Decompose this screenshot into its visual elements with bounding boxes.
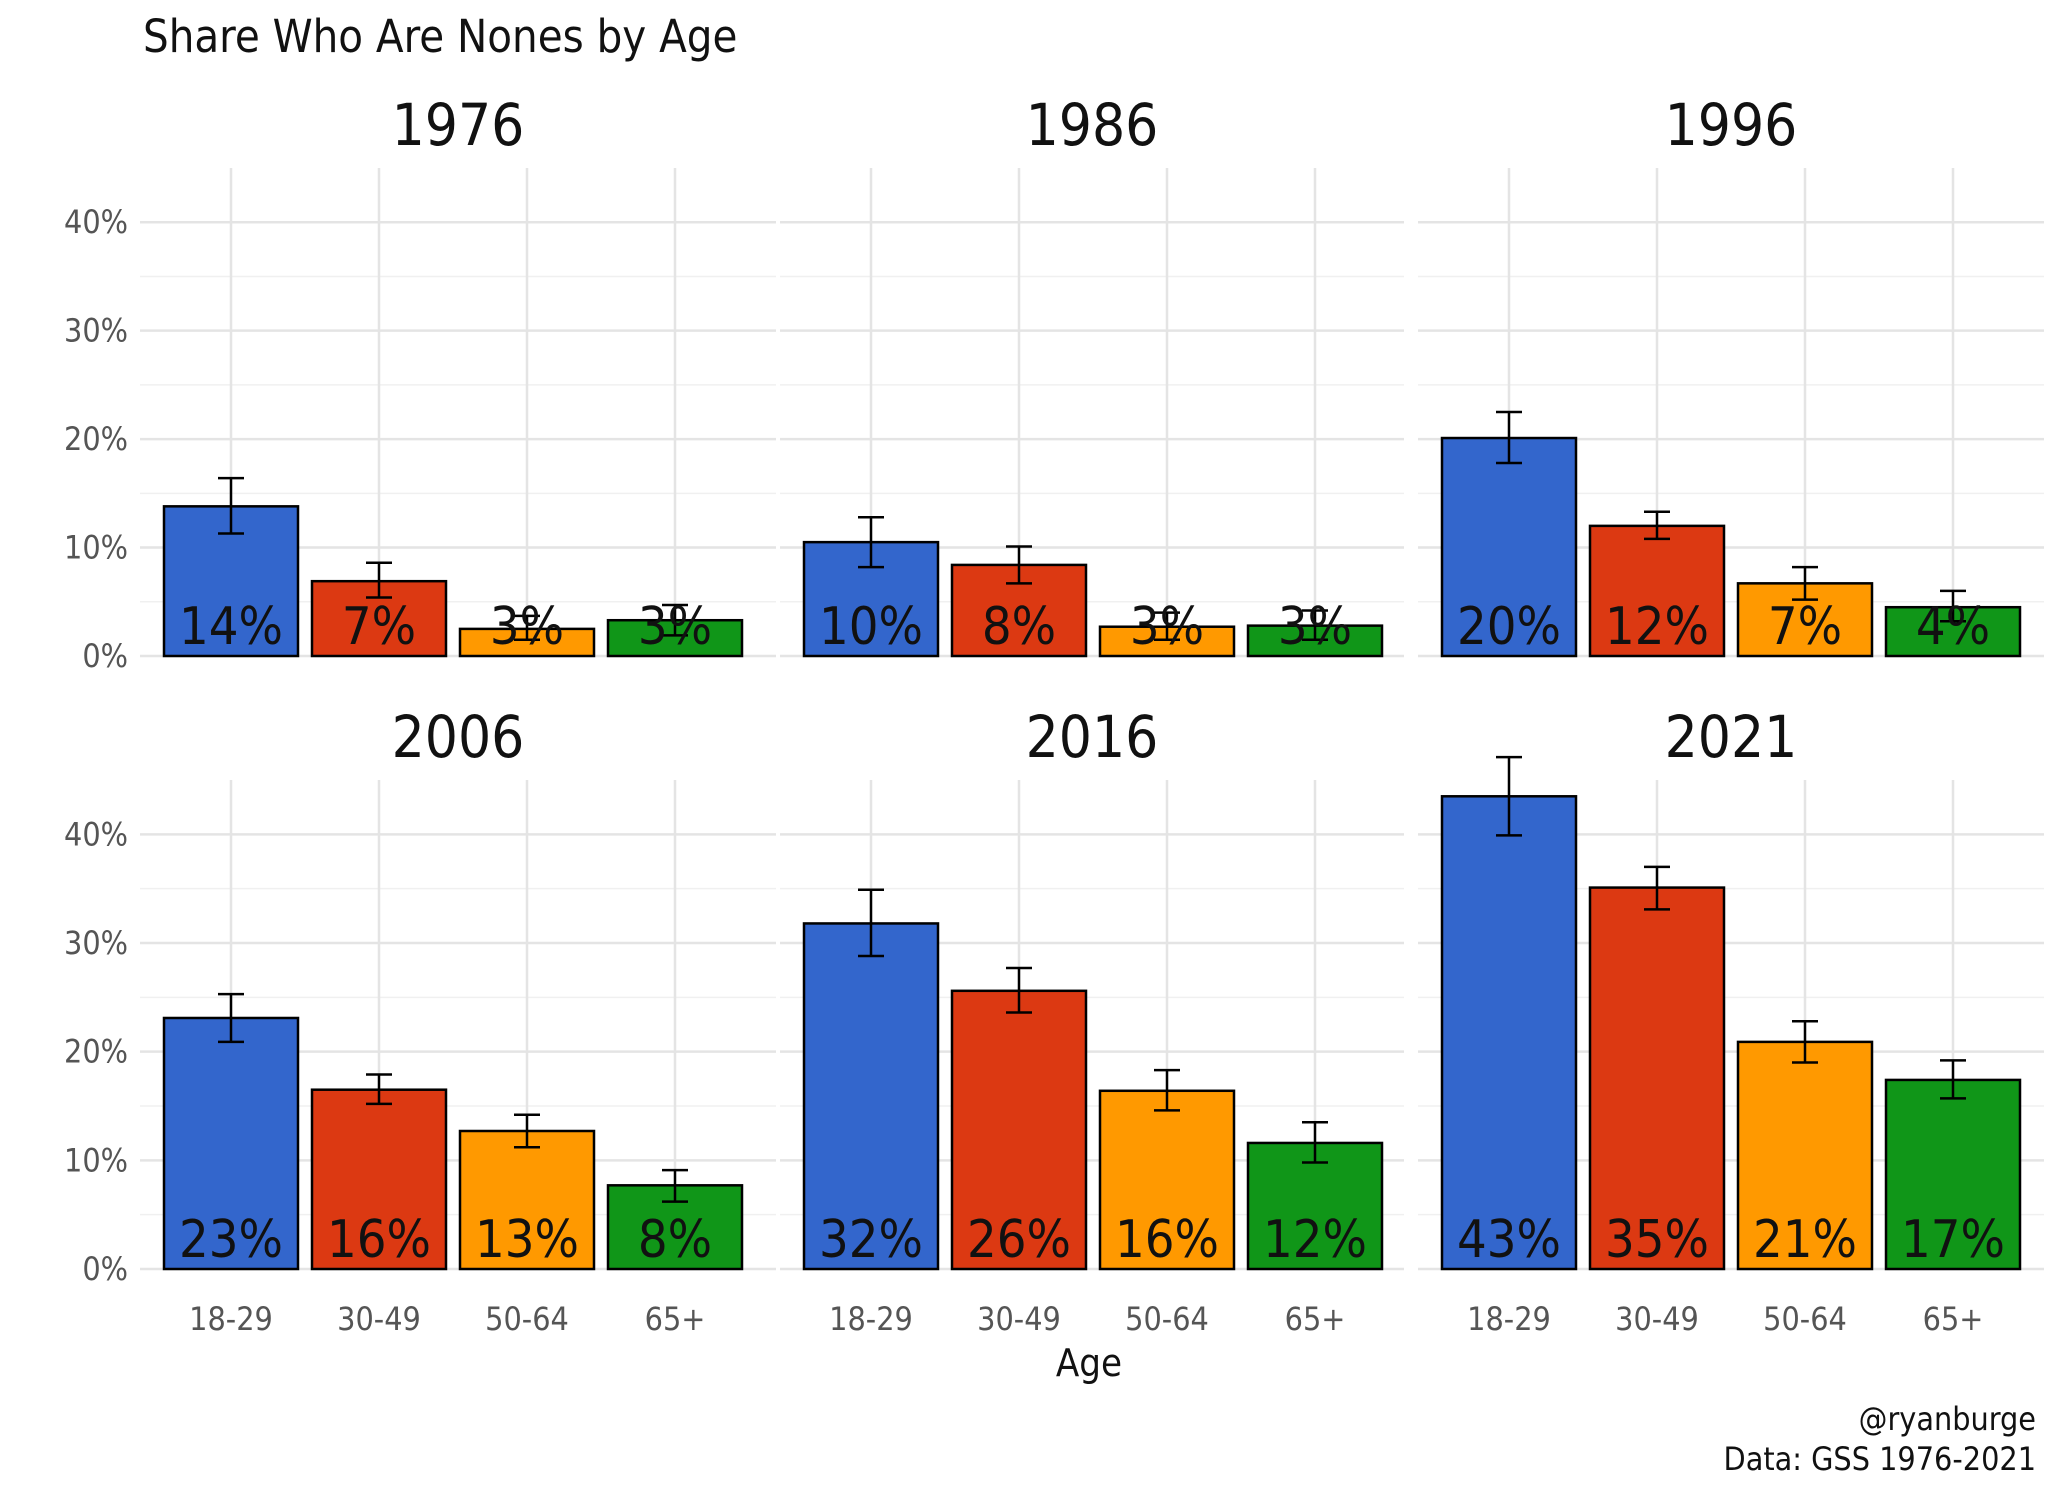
- bar-18-29: [802, 922, 940, 1271]
- panel-1996: 1996 20% 12% 7% 4%: [1418, 91, 2044, 658]
- panel-title: 1986: [1026, 91, 1159, 159]
- panel-title: 1996: [1665, 91, 1798, 159]
- x-tick-label: 30-49: [337, 1300, 421, 1338]
- value-label: 16%: [1115, 1210, 1219, 1270]
- bar-18-29: [162, 505, 300, 658]
- y-tick-label: 10%: [64, 1141, 128, 1179]
- x-tick-label: 30-49: [1615, 1300, 1699, 1338]
- panel-2006: 0% 10% 20% 30% 40% 2006 23% 16% 13% 8% 18-29 30-49 5…: [64, 703, 776, 1338]
- x-tick-label: 50-64: [1763, 1300, 1847, 1338]
- value-label: 35%: [1605, 1210, 1709, 1270]
- value-label: 3%: [1130, 597, 1204, 657]
- x-tick-label: 18-29: [1467, 1300, 1551, 1338]
- caption-handle: @ryanburge: [1859, 1400, 2036, 1438]
- value-label: 16%: [327, 1210, 431, 1270]
- y-tick-label: 20%: [64, 420, 128, 458]
- value-label: 7%: [1768, 597, 1842, 657]
- caption-source: Data: GSS 1976-2021: [1724, 1440, 2036, 1478]
- x-tick-label: 65+: [1923, 1300, 1984, 1338]
- bar-18-29: [1440, 436, 1578, 658]
- panel-title: 2021: [1665, 703, 1798, 771]
- value-label: 4%: [1916, 597, 1990, 657]
- y-tick-label: 40%: [64, 815, 128, 853]
- x-tick-label: 50-64: [1125, 1300, 1209, 1338]
- x-tick-label: 30-49: [977, 1300, 1061, 1338]
- bar-30-49: [310, 1088, 448, 1271]
- value-label: 7%: [342, 597, 416, 657]
- value-label: 8%: [638, 1210, 712, 1270]
- value-label: 21%: [1753, 1210, 1857, 1270]
- value-label: 26%: [967, 1210, 1071, 1270]
- value-label: 8%: [982, 597, 1056, 657]
- value-label: 43%: [1457, 1210, 1561, 1270]
- value-label: 3%: [1278, 597, 1352, 657]
- bar-18-29: [162, 1016, 300, 1271]
- x-tick-label: 65+: [645, 1300, 706, 1338]
- panel-title: 2006: [392, 703, 525, 771]
- panel-1976: 0% 10% 20% 30% 40% 1976 14% 7% 3% 3%: [64, 91, 776, 675]
- y-tick-label: 30%: [64, 312, 128, 350]
- bar-50-64: [1736, 1040, 1874, 1271]
- y-tick-label: 20%: [64, 1033, 128, 1071]
- bar-30-49: [950, 989, 1088, 1271]
- value-label: 32%: [819, 1210, 923, 1270]
- bar-65+: [1884, 1078, 2022, 1271]
- value-label: 3%: [490, 597, 564, 657]
- value-label: 14%: [179, 597, 283, 657]
- panel-title: 2016: [1026, 703, 1159, 771]
- y-tick-label: 0%: [82, 1250, 128, 1288]
- value-label: 3%: [638, 597, 712, 657]
- bar-65+: [1246, 1141, 1384, 1271]
- panels: 0% 10% 20% 30% 40% 1976 14% 7% 3% 3% 1986 10% 8% 3% 3%…: [64, 91, 2044, 1338]
- x-tick-label: 18-29: [829, 1300, 913, 1338]
- panel-2016: 2016 32% 26% 16% 12% 18-29 30-49 50-64 65+: [780, 703, 1404, 1338]
- y-tick-label: 30%: [64, 924, 128, 962]
- x-tick-label: 18-29: [189, 1300, 273, 1338]
- x-axis-title: Age: [1056, 1341, 1122, 1385]
- panel-1986: 1986 10% 8% 3% 3%: [780, 91, 1404, 658]
- value-label: 10%: [819, 597, 923, 657]
- panel-2021: 2021 43% 35% 21% 17% 18-29 30-49 50-64 65+: [1418, 703, 2044, 1338]
- value-label: 12%: [1263, 1210, 1367, 1270]
- panel-title: 1976: [392, 91, 525, 159]
- y-tick-label: 10%: [64, 529, 128, 567]
- x-tick-label: 65+: [1285, 1300, 1346, 1338]
- value-label: 17%: [1901, 1210, 2005, 1270]
- bar-18-29: [1440, 795, 1578, 1271]
- y-tick-label: 40%: [64, 203, 128, 241]
- value-label: 12%: [1605, 597, 1709, 657]
- bar-30-49: [1588, 524, 1726, 658]
- value-label: 13%: [475, 1210, 579, 1270]
- x-tick-label: 50-64: [485, 1300, 569, 1338]
- value-label: 20%: [1457, 597, 1561, 657]
- y-tick-label: 0%: [82, 637, 128, 675]
- value-label: 23%: [179, 1210, 283, 1270]
- chart-title: Share Who Are Nones by Age: [143, 10, 737, 63]
- bar-30-49: [310, 579, 448, 658]
- bar-50-64: [1098, 1089, 1236, 1271]
